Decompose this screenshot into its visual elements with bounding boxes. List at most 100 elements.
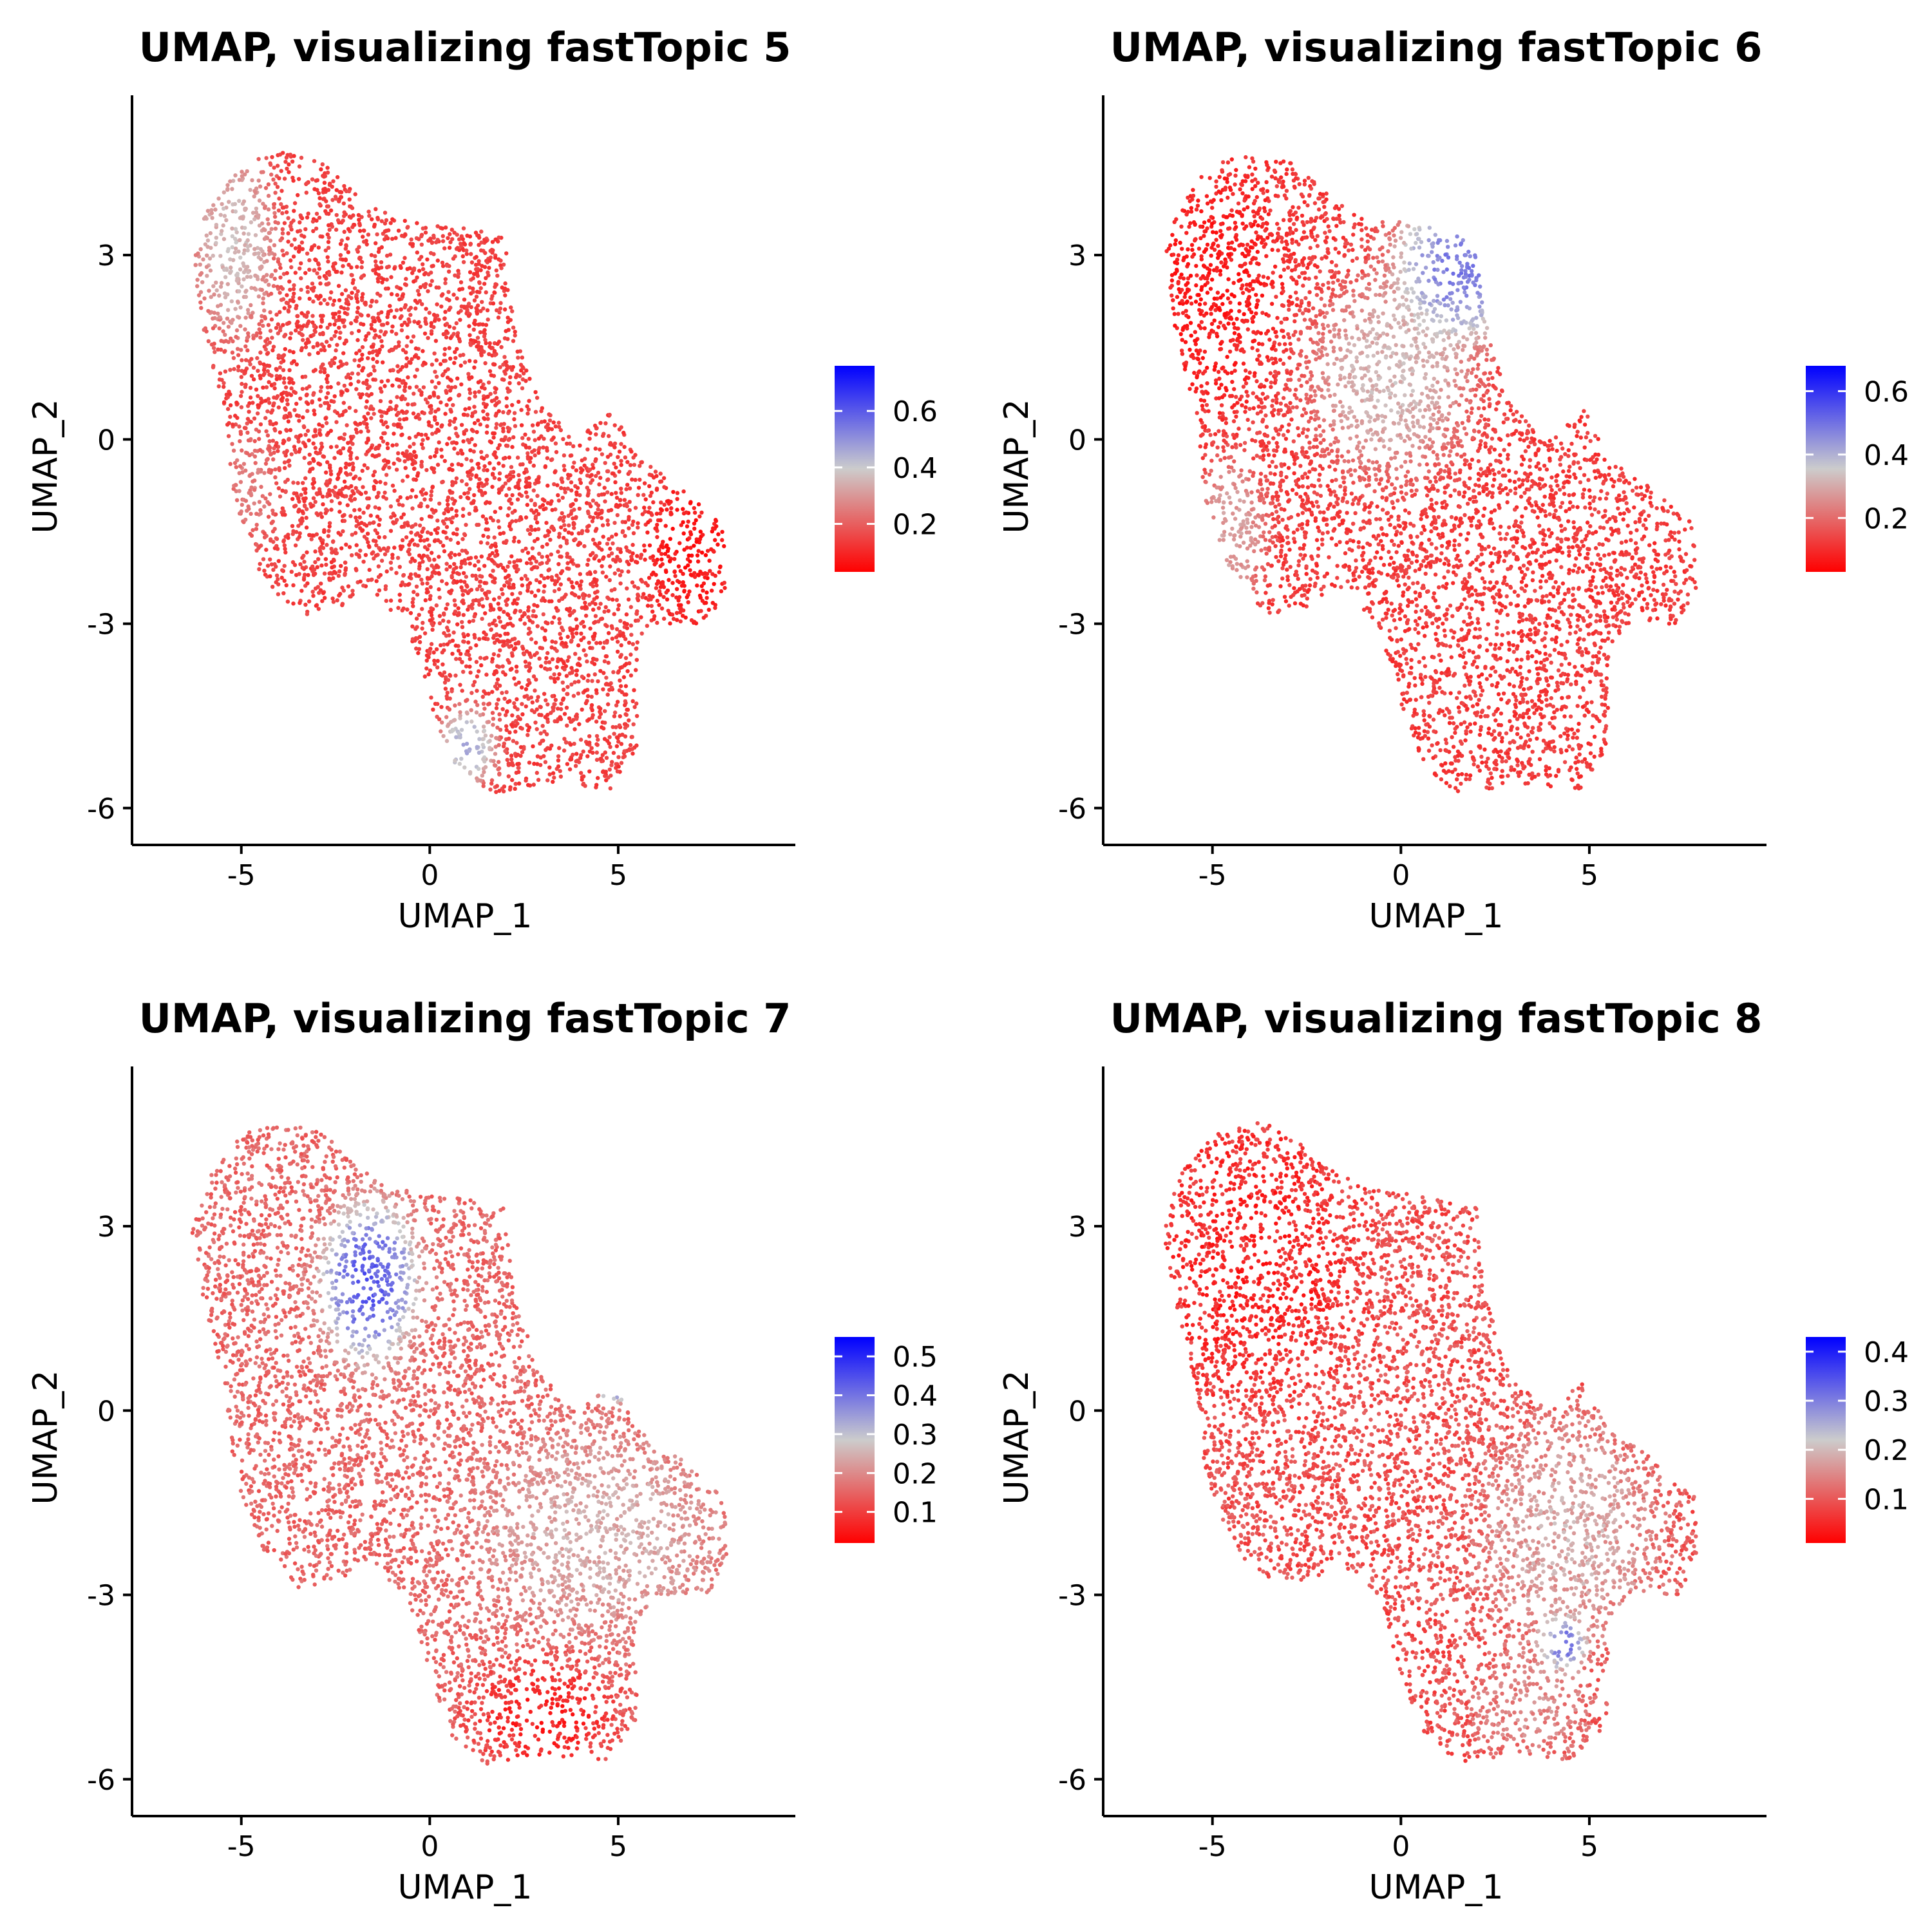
data-point bbox=[531, 782, 536, 787]
data-point bbox=[407, 575, 412, 580]
data-point bbox=[346, 189, 352, 194]
data-point bbox=[616, 607, 620, 612]
data-point bbox=[266, 323, 271, 327]
data-point bbox=[446, 236, 450, 240]
data-point bbox=[415, 275, 419, 279]
data-point bbox=[216, 311, 220, 316]
data-point bbox=[518, 717, 522, 721]
data-point bbox=[358, 548, 363, 553]
data-point bbox=[622, 754, 627, 759]
data-point bbox=[401, 260, 406, 265]
data-point bbox=[258, 335, 263, 340]
data-point bbox=[309, 537, 314, 542]
data-point bbox=[303, 442, 307, 447]
data-point bbox=[301, 553, 306, 558]
data-point bbox=[543, 760, 548, 764]
data-point bbox=[390, 443, 395, 448]
data-point bbox=[308, 533, 312, 538]
data-point bbox=[229, 265, 233, 270]
data-point bbox=[326, 204, 331, 209]
data-point bbox=[625, 586, 629, 591]
data-point bbox=[723, 585, 727, 591]
data-point bbox=[465, 495, 469, 500]
data-point bbox=[475, 311, 480, 316]
data-point bbox=[338, 449, 343, 453]
data-point bbox=[545, 483, 550, 488]
data-point bbox=[369, 323, 374, 327]
data-point bbox=[424, 307, 428, 311]
data-point bbox=[498, 620, 503, 624]
data-point bbox=[458, 683, 462, 687]
data-point bbox=[624, 502, 629, 506]
data-point bbox=[212, 292, 216, 297]
data-point bbox=[530, 700, 535, 705]
data-point bbox=[244, 289, 249, 293]
data-point bbox=[468, 477, 473, 481]
data-point bbox=[455, 334, 460, 338]
data-point bbox=[376, 279, 381, 284]
data-point bbox=[488, 573, 493, 578]
data-point bbox=[273, 191, 278, 195]
data-point bbox=[214, 236, 218, 240]
data-point bbox=[672, 569, 677, 574]
data-point bbox=[486, 380, 491, 385]
data-point bbox=[223, 332, 227, 337]
data-point bbox=[552, 482, 556, 487]
data-point bbox=[221, 223, 225, 228]
data-point bbox=[571, 444, 576, 449]
data-point bbox=[293, 246, 298, 251]
data-point bbox=[674, 611, 679, 615]
data-point bbox=[410, 637, 415, 641]
data-point bbox=[261, 557, 266, 562]
data-point bbox=[647, 484, 652, 489]
data-point bbox=[359, 274, 365, 279]
data-point bbox=[460, 548, 464, 553]
data-point bbox=[245, 248, 250, 252]
data-point bbox=[433, 339, 439, 343]
data-point bbox=[529, 527, 535, 532]
data-point bbox=[383, 287, 388, 291]
data-point bbox=[336, 381, 341, 386]
data-point bbox=[384, 473, 389, 477]
data-point bbox=[272, 382, 277, 386]
data-point bbox=[231, 258, 236, 262]
data-point bbox=[373, 254, 377, 258]
data-point bbox=[482, 281, 487, 286]
data-point bbox=[592, 662, 597, 667]
data-point bbox=[248, 187, 252, 193]
data-point bbox=[246, 504, 251, 509]
data-point bbox=[283, 550, 288, 554]
data-point bbox=[349, 296, 354, 301]
data-point bbox=[419, 501, 423, 506]
data-point bbox=[511, 647, 516, 652]
data-point bbox=[630, 735, 634, 739]
data-point bbox=[469, 305, 473, 310]
data-point bbox=[319, 441, 324, 446]
data-point bbox=[420, 582, 425, 586]
data-point bbox=[518, 558, 522, 563]
data-point bbox=[458, 710, 462, 715]
data-point bbox=[439, 729, 443, 734]
data-point bbox=[444, 536, 449, 540]
data-point bbox=[280, 249, 285, 253]
data-point bbox=[312, 324, 317, 329]
data-point bbox=[579, 631, 583, 636]
data-point bbox=[383, 431, 387, 435]
data-point bbox=[365, 466, 370, 471]
data-point bbox=[467, 387, 472, 392]
data-point bbox=[205, 238, 211, 243]
data-point bbox=[388, 308, 393, 313]
data-point bbox=[397, 565, 402, 569]
data-point bbox=[209, 342, 214, 347]
data-point bbox=[294, 306, 298, 310]
data-point bbox=[503, 632, 507, 636]
data-point bbox=[544, 660, 548, 665]
data-point bbox=[401, 503, 405, 507]
data-point bbox=[585, 754, 590, 759]
data-point bbox=[246, 232, 251, 236]
data-point bbox=[477, 750, 482, 755]
data-point bbox=[656, 579, 661, 583]
data-point bbox=[619, 442, 623, 446]
data-point bbox=[379, 260, 384, 265]
data-point bbox=[468, 242, 473, 247]
